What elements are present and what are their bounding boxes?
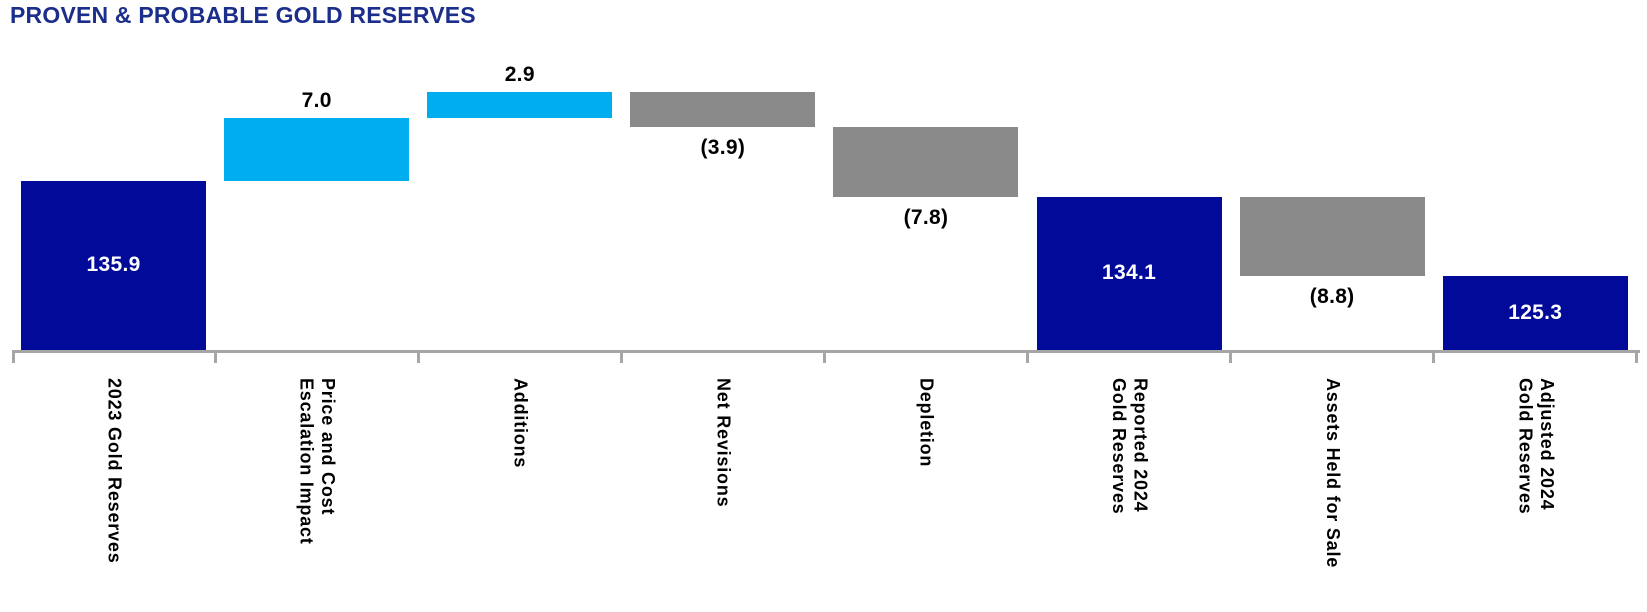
bar-value-label: (7.8) — [903, 205, 949, 229]
x-axis-label-additions: Additions — [510, 378, 531, 469]
bar-value-label: (3.9) — [700, 136, 746, 160]
bar-price-and-cost-escalation-impact — [224, 118, 410, 181]
bar-value-label: 134.1 — [1102, 261, 1157, 285]
x-axis-label-assets-held-for-sale: Assets Held for Sale — [1322, 378, 1343, 569]
x-axis-label-2023-gold-reserves: 2023 Gold Reserves — [104, 378, 125, 564]
x-axis-tick — [1229, 350, 1233, 363]
bar-value-label: 135.9 — [86, 253, 141, 277]
x-axis-tick — [416, 350, 420, 363]
x-axis-label-depletion: Depletion — [916, 378, 937, 468]
chart-title: PROVEN & PROBABLE GOLD RESERVES — [10, 2, 476, 28]
bar-assets-held-for-sale — [1239, 196, 1425, 276]
x-axis-tick — [822, 350, 826, 363]
x-axis-tick — [12, 350, 15, 363]
x-axis-label-price-and-cost-escalation-impact: Price and Cost Escalation Impact — [296, 378, 339, 545]
bar-net-revisions — [630, 92, 816, 128]
x-axis-tick — [213, 350, 217, 363]
bar-2023-gold-reserves: 135.9 — [21, 180, 207, 350]
bar-additions — [427, 92, 613, 119]
x-axis-tick — [1432, 350, 1436, 363]
bar-value-label: 125.3 — [1508, 300, 1563, 324]
bar-value-label: 2.9 — [504, 63, 535, 87]
bar-depletion — [833, 127, 1019, 197]
x-axis-tick — [1635, 350, 1639, 363]
x-axis-tick — [619, 350, 623, 363]
x-axis-line — [12, 350, 1640, 353]
x-axis-label-reported-2024-gold-reserves: Reported 2024 Gold Reserves — [1109, 378, 1151, 515]
bar-value-label: (8.8) — [1309, 284, 1355, 308]
bar-value-label: 7.0 — [301, 89, 332, 113]
bar-reported-2024-gold-reserves: 134.1 — [1036, 196, 1222, 350]
bar-adjusted-2024-gold-reserves: 125.3 — [1442, 275, 1628, 350]
x-axis-tick — [1026, 350, 1029, 363]
x-axis-label-net-revisions: Net Revisions — [713, 378, 734, 508]
x-axis-label-adjusted-2024-gold-reserves: Adjusted 2024 Gold Reserves — [1515, 378, 1557, 515]
